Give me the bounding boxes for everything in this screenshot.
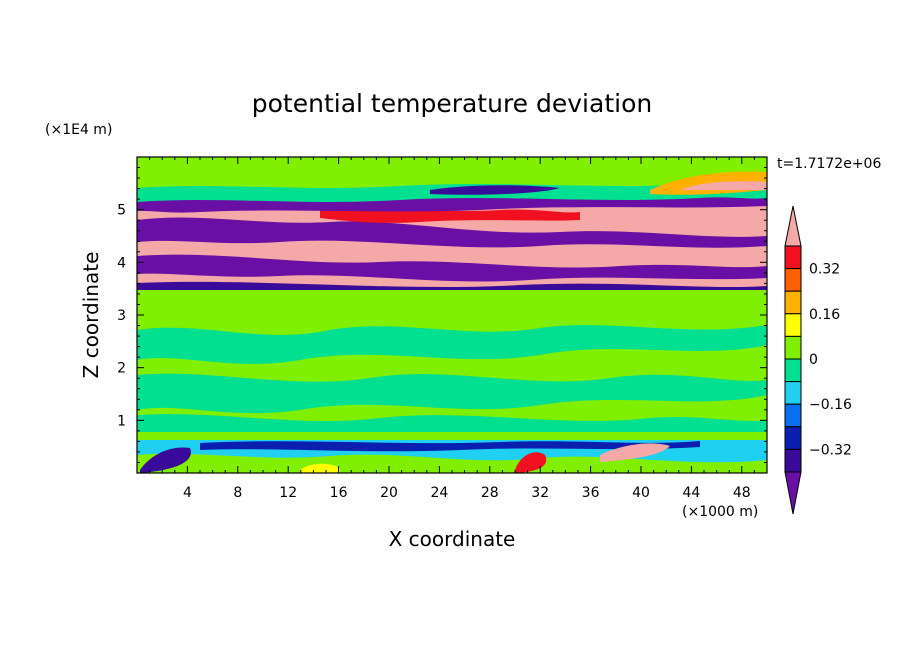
colorbar-box [784, 335, 802, 360]
surface-yellow-blob [300, 463, 340, 473]
colorbar-box [784, 426, 802, 450]
colorbar-tick-label: 0.16 [809, 307, 840, 323]
y-axis: 1 2 3 4 5 [117, 167, 767, 463]
colorbar-tick-label: −0.16 [809, 397, 852, 413]
colorbar-arrow-top [784, 205, 802, 247]
colorbar-box [784, 403, 802, 428]
x-tick-label: 48 [733, 485, 751, 501]
top-pink-blob [680, 181, 767, 190]
x-tick-label: 36 [582, 485, 600, 501]
x-tick-label: 24 [430, 485, 448, 501]
x-tick-label: 44 [682, 485, 700, 501]
surface-purple-blob [140, 447, 191, 473]
x-axis: 4 8 12 16 20 24 28 32 36 40 44 48 [149, 157, 755, 501]
colorbar-box [784, 268, 802, 292]
chart-title: potential temperature deviation [252, 89, 652, 118]
x-tick-label: 8 [233, 485, 242, 501]
colorbar-box [784, 290, 802, 315]
top-purple-blob [430, 185, 560, 195]
y-tick-label: 4 [117, 255, 126, 271]
x-tick-label: 20 [380, 485, 398, 501]
colorbar-box [784, 448, 802, 473]
colorbar-box [784, 381, 802, 405]
colorbar-tick-label: 0 [809, 352, 818, 368]
colorbar-box [784, 313, 802, 337]
colorbar-tick-label: 0.32 [809, 262, 840, 278]
x-tick-label: 32 [531, 485, 549, 501]
y-tick-label: 2 [117, 361, 126, 377]
purple-stripe-3 [137, 281, 767, 290]
y-tick-label: 3 [117, 308, 126, 324]
surface-red-blob [515, 452, 547, 473]
band-green-lower [137, 290, 767, 440]
x-tick-label: 40 [632, 485, 650, 501]
time-label: t=1.7172e+06 [777, 156, 881, 172]
x-tick-label: 16 [330, 485, 348, 501]
y-axis-label: Z coordinate [79, 252, 103, 379]
colorbar: 0.32 0.16 0 −0.16 −0.32 [784, 205, 852, 515]
colorbar-arrow-bottom [784, 471, 802, 515]
purple-stripe-1 [137, 217, 767, 248]
colorbar-tick-label: −0.32 [809, 442, 852, 458]
purple-stripe-2 [137, 254, 767, 282]
y-unit-label: (×1E4 m) [45, 122, 112, 138]
x-tick-label: 28 [481, 485, 499, 501]
surface-blue-strip [200, 441, 700, 452]
y-tick-label: 5 [117, 203, 126, 219]
plot-area [137, 157, 767, 473]
y-tick-label: 1 [117, 413, 126, 429]
x-tick-label: 12 [279, 485, 297, 501]
x-tick-label: 4 [183, 485, 192, 501]
red-stripe [320, 208, 580, 223]
band-green-lower-blobs [137, 325, 767, 432]
x-unit-label: (×1000 m) [682, 504, 758, 520]
purple-stripe-top [137, 197, 767, 213]
x-axis-label: X coordinate [389, 527, 516, 551]
colorbar-box [784, 245, 802, 270]
colorbar-box [784, 358, 802, 383]
surface-pink-blob [600, 443, 670, 462]
